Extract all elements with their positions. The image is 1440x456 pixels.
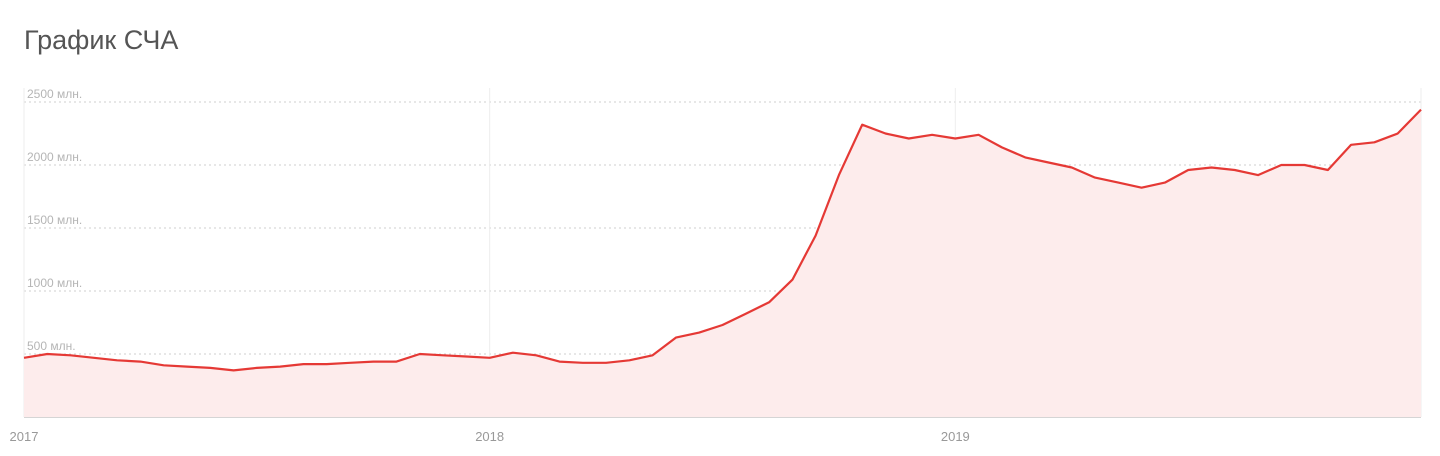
y-tick-label: 2500 млн. [27,87,82,101]
line [23,108,1422,372]
x-tick-label: 2019 [941,429,970,444]
y-tick-label: 1500 млн. [27,213,82,227]
x-tick-label: 2018 [475,429,504,444]
area [24,109,1421,417]
chart-title: График СЧА [24,25,178,55]
y-tick-label: 500 млн. [27,339,76,353]
y-tick-label: 1000 млн. [27,276,82,290]
y-tick-label: 2000 млн. [27,150,82,164]
x-tick-label: 2017 [10,429,39,444]
